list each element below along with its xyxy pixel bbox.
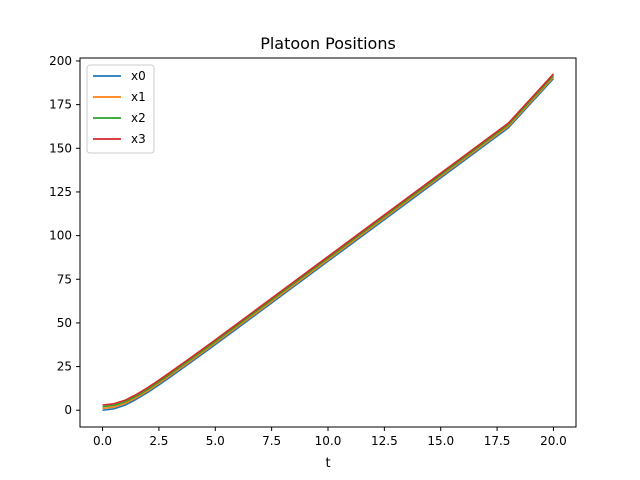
- y-tick-label: 125: [49, 185, 72, 199]
- chart-title: Platoon Positions: [260, 34, 396, 53]
- series-line-x3: [102, 73, 555, 406]
- legend-box: [86, 64, 155, 154]
- x-tick-label: 10.0: [315, 434, 342, 448]
- x-tick-label: 12.5: [371, 434, 398, 448]
- plot-area: [79, 57, 577, 428]
- x-tick-label: 2.5: [149, 434, 168, 448]
- y-tick-label: 150: [49, 141, 72, 155]
- x-tick-label: 20.0: [540, 434, 567, 448]
- x-tick-label: 7.5: [262, 434, 281, 448]
- legend-label-x3: x3: [131, 132, 146, 146]
- legend: x0 x1 x2 x3: [86, 64, 155, 154]
- x-tick-label: 0.0: [93, 434, 112, 448]
- x-tick-label: 15.0: [427, 434, 454, 448]
- y-tick-label: 75: [57, 272, 72, 286]
- series-line-x1: [102, 76, 555, 410]
- y-tick-label: 25: [57, 360, 72, 374]
- x-tick-label: 17.5: [484, 434, 511, 448]
- series-line-x0: [102, 78, 555, 412]
- y-tick-label: 100: [49, 229, 72, 243]
- x-axis: 0.0 2.5 5.0 7.5 10.0 12.5 15.0 17.5 20.0: [93, 427, 567, 448]
- y-tick-label: 50: [57, 316, 72, 330]
- legend-entries: x0 x1 x2 x3: [93, 69, 146, 146]
- y-tick-label: 200: [49, 54, 72, 68]
- y-tick-label: 0: [64, 403, 72, 417]
- y-tick-label: 175: [49, 98, 72, 112]
- series-layer: [102, 73, 555, 412]
- legend-label-x1: x1: [131, 90, 146, 104]
- x-axis-label: t: [325, 456, 330, 471]
- y-axis: 0 25 50 75 100 125 150 175 200: [49, 54, 80, 417]
- series-line-x2: [102, 74, 555, 408]
- legend-label-x2: x2: [131, 111, 146, 125]
- legend-label-x0: x0: [131, 69, 146, 83]
- x-tick-label: 5.0: [206, 434, 225, 448]
